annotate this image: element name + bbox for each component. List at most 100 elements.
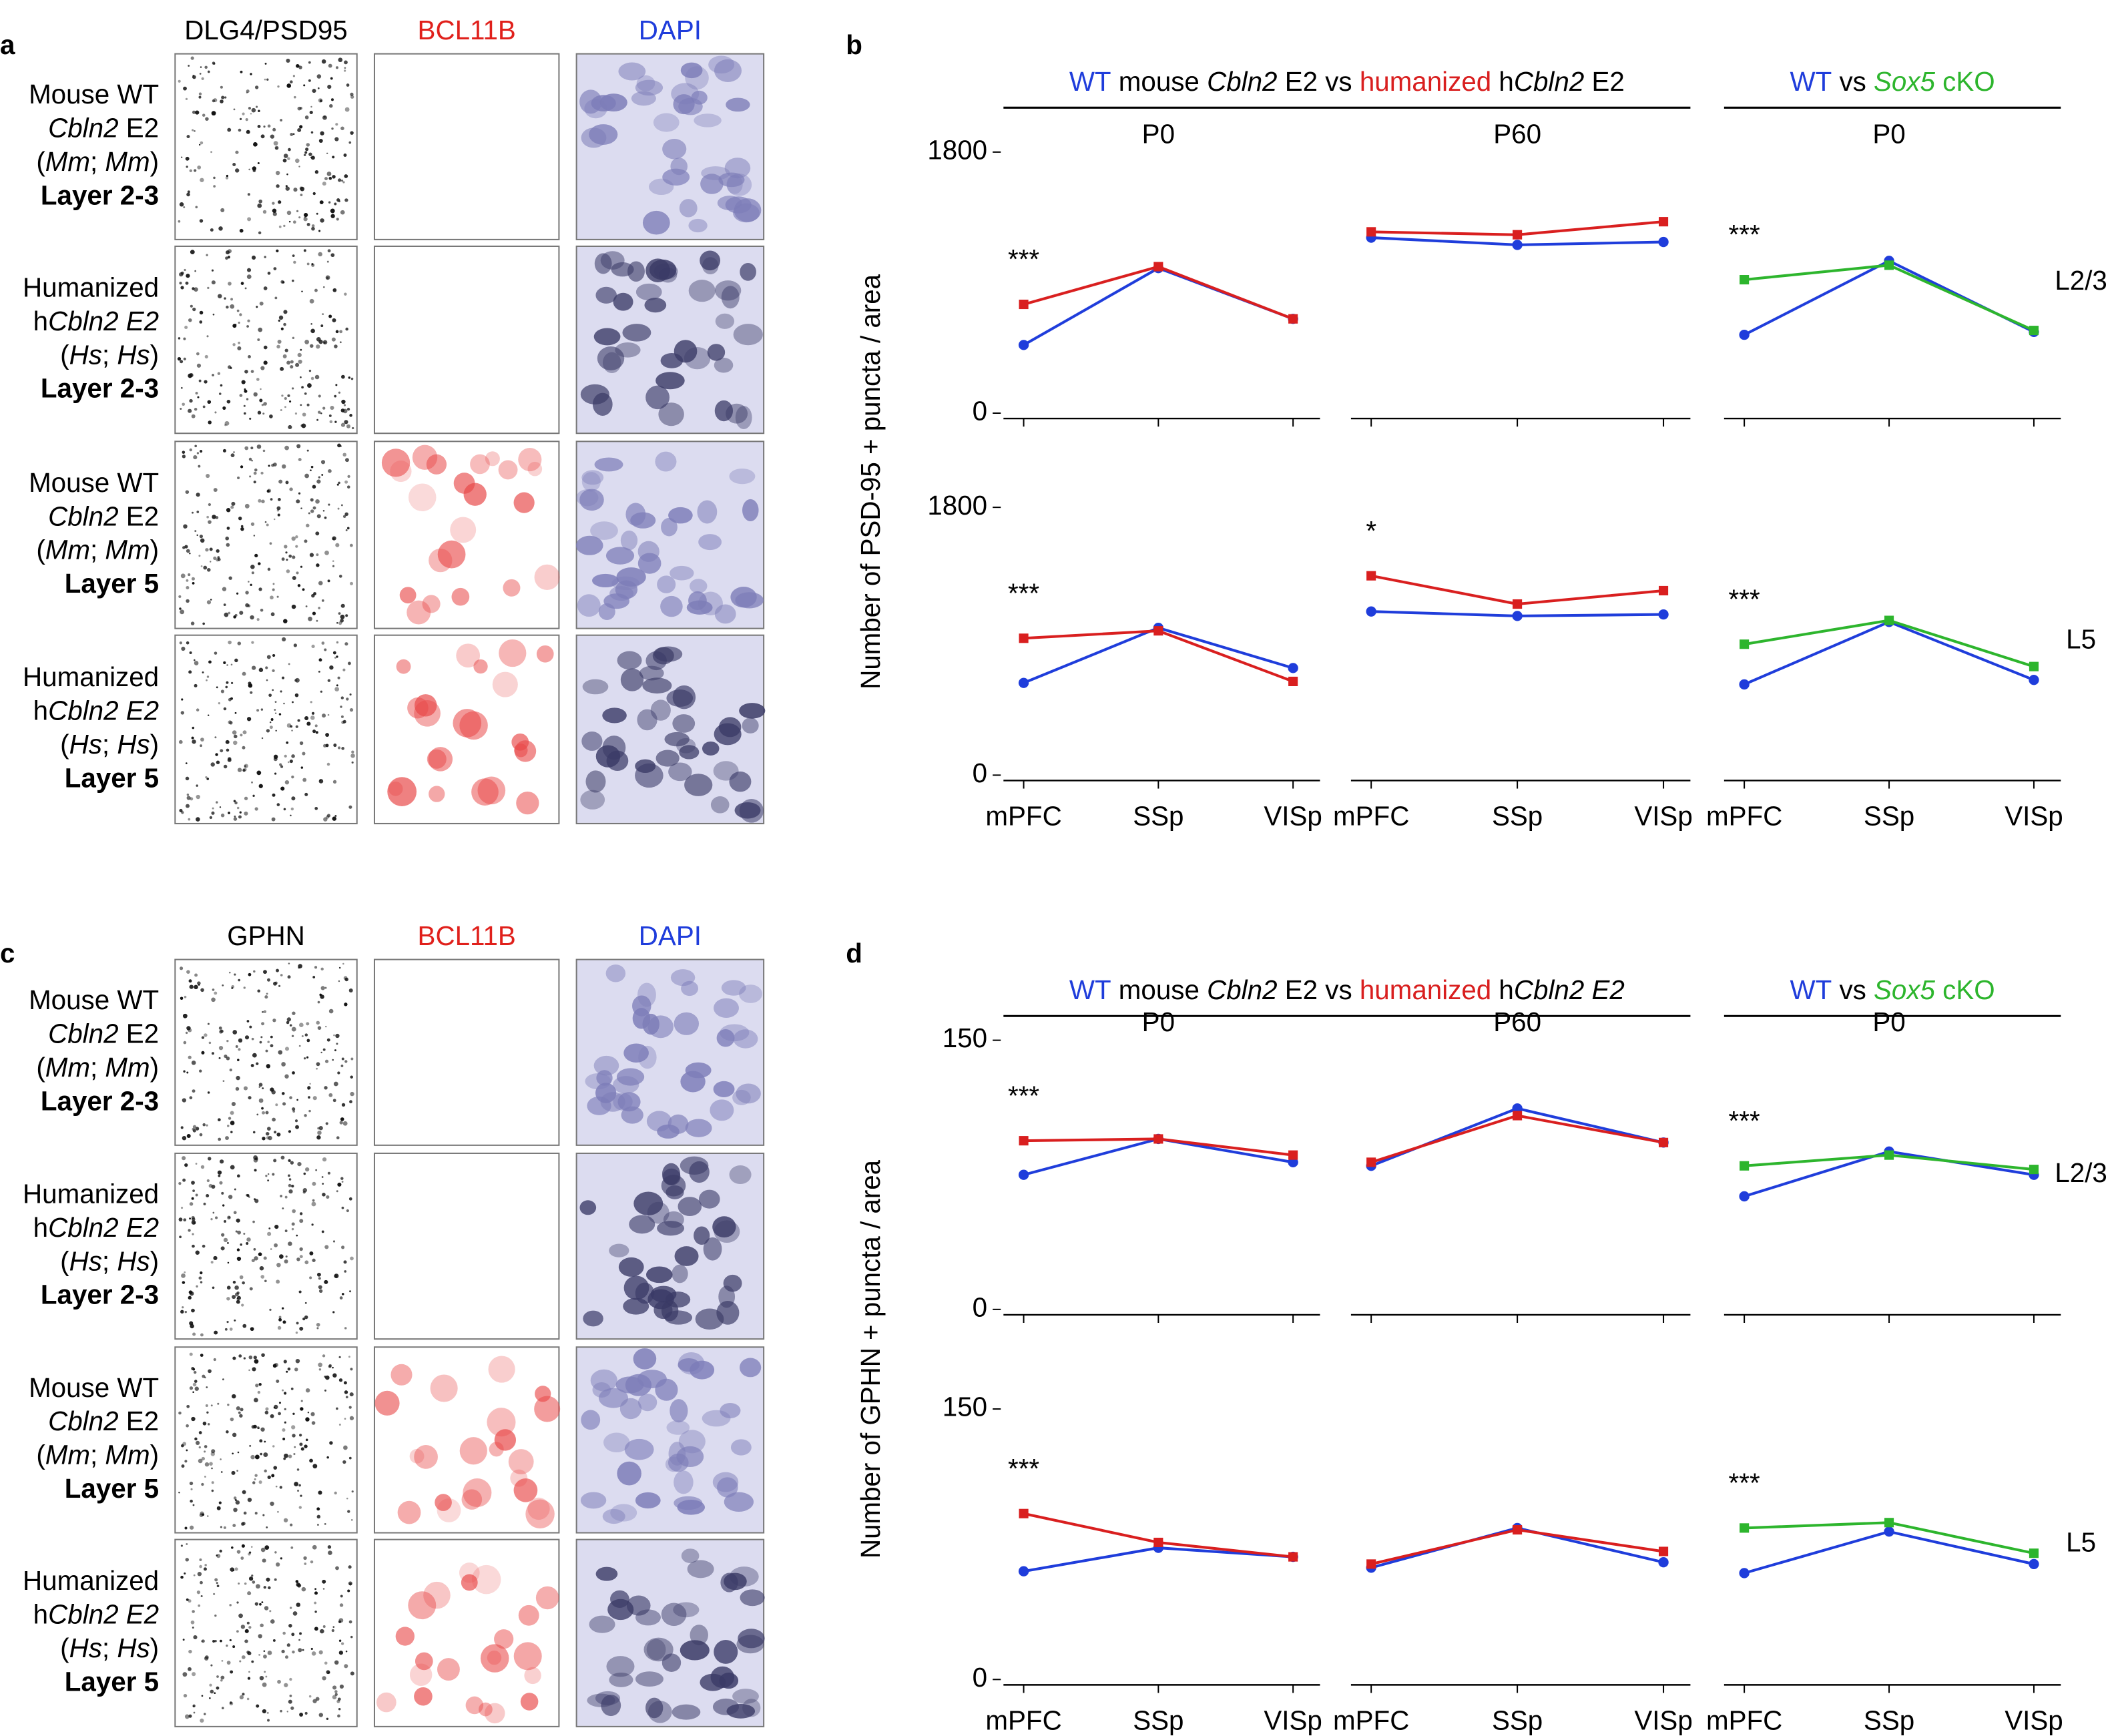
puncta xyxy=(298,1484,301,1487)
puncta xyxy=(242,768,246,772)
nucleus-dapi xyxy=(714,59,742,82)
puncta xyxy=(200,1718,204,1723)
puncta xyxy=(218,1137,222,1141)
puncta xyxy=(317,87,320,89)
subplot-title: P0 xyxy=(1142,118,1175,149)
puncta xyxy=(181,1444,184,1448)
puncta xyxy=(182,1281,186,1284)
puncta xyxy=(178,79,181,83)
puncta xyxy=(230,697,233,700)
puncta xyxy=(221,1707,224,1709)
puncta xyxy=(334,202,337,206)
puncta xyxy=(283,1518,288,1522)
puncta xyxy=(340,614,345,619)
data-point xyxy=(1513,599,1523,609)
nucleus-dapi xyxy=(672,685,696,709)
puncta xyxy=(310,509,314,513)
puncta xyxy=(250,565,255,569)
puncta xyxy=(240,282,244,285)
puncta xyxy=(254,1198,256,1201)
nucleus-red xyxy=(525,1499,555,1528)
puncta xyxy=(336,621,338,624)
puncta xyxy=(341,1245,345,1249)
puncta xyxy=(240,70,243,73)
nucleus-dapi xyxy=(593,328,621,346)
nucleus-dapi xyxy=(581,1410,601,1430)
text-segment: Mouse WT xyxy=(29,1372,159,1402)
puncta xyxy=(261,499,265,504)
nucleus-red xyxy=(499,639,527,667)
subplot-title: P0 xyxy=(1872,118,1905,149)
puncta xyxy=(284,348,288,352)
significance: *** xyxy=(1008,244,1039,274)
puncta xyxy=(316,344,320,349)
puncta xyxy=(302,588,305,591)
puncta xyxy=(228,1117,232,1120)
puncta xyxy=(248,1355,253,1360)
puncta xyxy=(220,1458,222,1460)
puncta xyxy=(247,1677,251,1680)
puncta xyxy=(182,546,186,549)
puncta xyxy=(334,1049,336,1052)
data-point xyxy=(1884,1518,1894,1528)
puncta xyxy=(274,772,277,775)
puncta xyxy=(256,306,258,308)
puncta xyxy=(327,713,330,716)
puncta xyxy=(206,335,209,338)
nucleus-dapi xyxy=(676,1446,704,1468)
puncta xyxy=(263,1010,267,1013)
puncta xyxy=(330,77,333,80)
puncta xyxy=(336,198,340,202)
text-segment: Cbln2 xyxy=(48,112,118,143)
puncta xyxy=(294,1368,298,1372)
text-segment: h xyxy=(33,1599,48,1629)
puncta xyxy=(290,133,294,136)
puncta xyxy=(288,424,292,430)
puncta xyxy=(184,1163,188,1167)
puncta xyxy=(208,503,212,507)
puncta xyxy=(311,224,315,228)
nucleus-red xyxy=(459,1437,487,1465)
micrograph-frame xyxy=(373,958,560,1146)
puncta xyxy=(190,304,193,308)
puncta xyxy=(267,1231,272,1236)
puncta xyxy=(286,1711,289,1713)
puncta xyxy=(272,588,275,591)
puncta xyxy=(240,1556,244,1560)
puncta xyxy=(341,747,344,750)
nucleus-dapi xyxy=(698,534,722,551)
puncta xyxy=(334,1660,339,1665)
puncta xyxy=(240,1625,246,1629)
puncta xyxy=(213,1593,216,1595)
nucleus-red xyxy=(508,1449,534,1474)
puncta xyxy=(298,65,302,69)
puncta xyxy=(350,1075,353,1079)
nucleus-dapi xyxy=(697,500,718,524)
text-segment: ) xyxy=(150,729,159,760)
puncta xyxy=(253,141,258,147)
puncta xyxy=(241,1544,245,1548)
significance: *** xyxy=(1729,219,1760,250)
puncta xyxy=(233,451,235,453)
x-tick-label: VISp xyxy=(1634,1705,1692,1736)
micrograph xyxy=(575,53,765,240)
nucleus-dapi xyxy=(694,1226,710,1245)
puncta xyxy=(216,760,220,764)
puncta xyxy=(303,249,306,252)
puncta xyxy=(310,469,312,471)
puncta xyxy=(264,1410,269,1415)
puncta xyxy=(300,766,304,769)
puncta xyxy=(261,1107,264,1110)
puncta xyxy=(305,605,308,607)
nucleus-dapi xyxy=(708,55,735,74)
puncta xyxy=(203,1202,206,1205)
puncta xyxy=(300,1494,302,1497)
puncta xyxy=(189,1217,192,1220)
puncta xyxy=(346,1209,349,1213)
puncta xyxy=(220,1675,225,1680)
nucleus-dapi xyxy=(602,352,621,374)
puncta xyxy=(196,534,198,537)
puncta xyxy=(244,388,246,390)
puncta xyxy=(189,1352,193,1356)
puncta xyxy=(188,979,192,983)
